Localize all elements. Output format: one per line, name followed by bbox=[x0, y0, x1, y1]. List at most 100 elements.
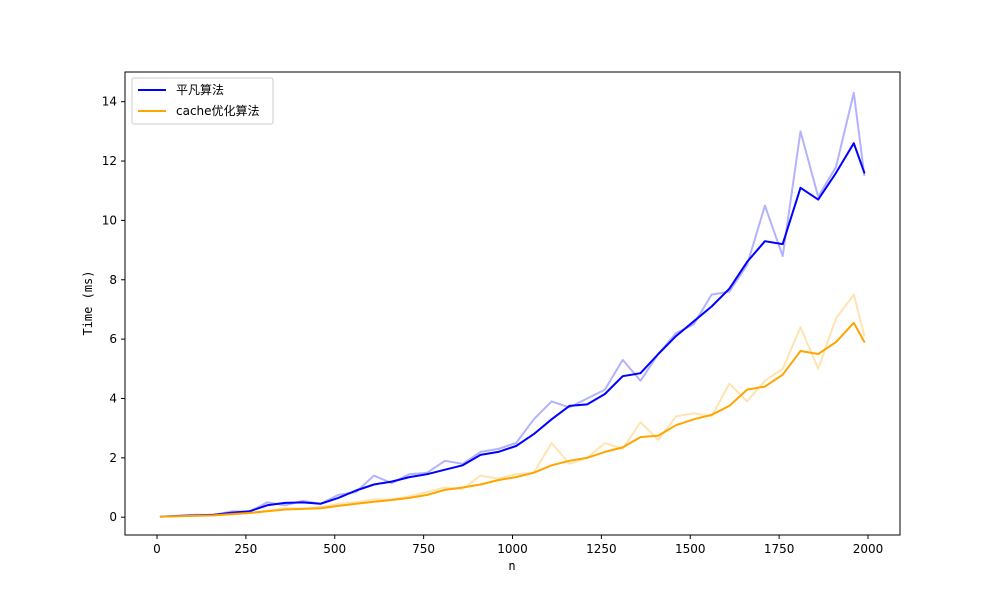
series-2-point bbox=[863, 341, 866, 343]
series-1-point bbox=[604, 393, 606, 395]
series-1-point bbox=[319, 503, 322, 505]
y-tick-label: 6 bbox=[109, 332, 117, 346]
series-2-point bbox=[515, 476, 517, 478]
series-2-point bbox=[550, 464, 553, 467]
series-2-point bbox=[764, 385, 766, 388]
series-2-point bbox=[426, 494, 429, 496]
series-2-point bbox=[284, 508, 286, 511]
series-1-point bbox=[863, 172, 866, 174]
series-1-point bbox=[657, 353, 660, 355]
x-tick-label: 1500 bbox=[675, 542, 706, 556]
series-2-point bbox=[177, 515, 180, 518]
series-1-point bbox=[515, 445, 517, 447]
series-1-point bbox=[764, 240, 766, 242]
x-tick-label: 2000 bbox=[853, 542, 884, 556]
legend-label-series-1: 平凡算法 bbox=[176, 82, 224, 97]
series-1-point bbox=[728, 287, 731, 290]
series-1-point bbox=[693, 320, 695, 323]
series-1-point bbox=[710, 305, 713, 308]
series-1-point bbox=[284, 502, 286, 504]
series-1-point bbox=[497, 451, 500, 453]
series-1-point bbox=[230, 511, 233, 514]
series-1-point bbox=[426, 473, 429, 476]
legend-box bbox=[131, 77, 274, 125]
series-1-point bbox=[444, 468, 446, 471]
series-2-point bbox=[639, 436, 642, 438]
series-1-point bbox=[835, 172, 837, 174]
series-1-point bbox=[639, 372, 642, 375]
series-1-point bbox=[586, 403, 588, 406]
series-2-point bbox=[675, 424, 677, 427]
legend-label-series-2: cache优化算法 bbox=[176, 103, 260, 118]
x-tick-label: 1250 bbox=[586, 542, 617, 556]
series-2-point bbox=[657, 434, 660, 437]
y-tick-label: 0 bbox=[109, 510, 117, 524]
series-2-point bbox=[461, 486, 464, 489]
series-2-point bbox=[586, 457, 588, 459]
series-2-point bbox=[728, 405, 731, 407]
series-1-point bbox=[479, 454, 482, 456]
series-2-point bbox=[213, 514, 215, 517]
series-1-point bbox=[746, 261, 748, 263]
series-1-point bbox=[337, 497, 340, 499]
series-2-point bbox=[195, 514, 197, 517]
series-2-point bbox=[781, 373, 784, 376]
series-2-point bbox=[337, 505, 340, 507]
series-2-point bbox=[853, 322, 855, 324]
x-axis: 0 250 500 750 1000 1250 1500 1750 2000 bbox=[153, 535, 883, 556]
series-1-point bbox=[675, 335, 677, 337]
series-2-point bbox=[444, 489, 446, 491]
series-2-point bbox=[817, 353, 819, 355]
x-tick-label: 1000 bbox=[497, 542, 528, 556]
series-1-point bbox=[302, 501, 304, 504]
series-2-point bbox=[799, 350, 802, 352]
series-1-point bbox=[550, 418, 553, 421]
series-1-point bbox=[355, 489, 357, 492]
series-2-point bbox=[497, 479, 500, 481]
series-1-point bbox=[799, 187, 802, 189]
series-2-point bbox=[355, 503, 357, 505]
series-1-point bbox=[266, 504, 269, 507]
series-2-point bbox=[408, 497, 411, 499]
y-tick-label: 8 bbox=[109, 273, 117, 287]
y-axis: 0 2 4 6 8 10 12 14 bbox=[102, 95, 125, 524]
x-tick-label: 0 bbox=[153, 542, 161, 556]
series-1-point bbox=[408, 476, 411, 478]
x-tick-label: 500 bbox=[323, 542, 346, 556]
x-tick-label: 250 bbox=[234, 542, 257, 556]
series-2-point bbox=[319, 507, 322, 510]
x-tick-label: 750 bbox=[412, 542, 435, 556]
y-tick-label: 14 bbox=[102, 95, 117, 109]
x-tick-label: 1750 bbox=[764, 542, 795, 556]
series-1-point bbox=[568, 405, 571, 407]
y-tick-label: 12 bbox=[102, 154, 117, 168]
series-2-point bbox=[159, 515, 162, 518]
series-1-point bbox=[621, 375, 624, 378]
series-2-point bbox=[230, 513, 233, 515]
series-2-point bbox=[621, 446, 624, 449]
y-tick-label: 10 bbox=[102, 213, 117, 227]
series-1-point bbox=[781, 243, 784, 245]
series-layer bbox=[159, 91, 866, 518]
series-2-point bbox=[266, 510, 269, 513]
series-2-point bbox=[710, 414, 713, 416]
series-1-point bbox=[390, 480, 393, 483]
plot-background bbox=[125, 72, 900, 535]
series-2-point bbox=[302, 508, 304, 510]
series-1-point bbox=[373, 483, 375, 486]
series-2-point bbox=[746, 388, 748, 391]
y-axis-title: Time (ms) bbox=[81, 270, 95, 335]
series-2-point bbox=[693, 418, 695, 421]
series-2-point bbox=[533, 471, 535, 474]
series-2-point bbox=[373, 501, 375, 503]
series-1-point bbox=[817, 198, 819, 201]
series-1-point bbox=[853, 142, 855, 144]
series-2-point bbox=[479, 483, 482, 486]
series-1-point bbox=[461, 464, 464, 467]
y-tick-label: 2 bbox=[109, 451, 117, 465]
y-tick-label: 4 bbox=[109, 391, 117, 405]
series-2-point bbox=[604, 451, 606, 453]
series-2-point bbox=[248, 512, 251, 514]
legend: 平凡算法 cache优化算法 bbox=[131, 77, 274, 125]
